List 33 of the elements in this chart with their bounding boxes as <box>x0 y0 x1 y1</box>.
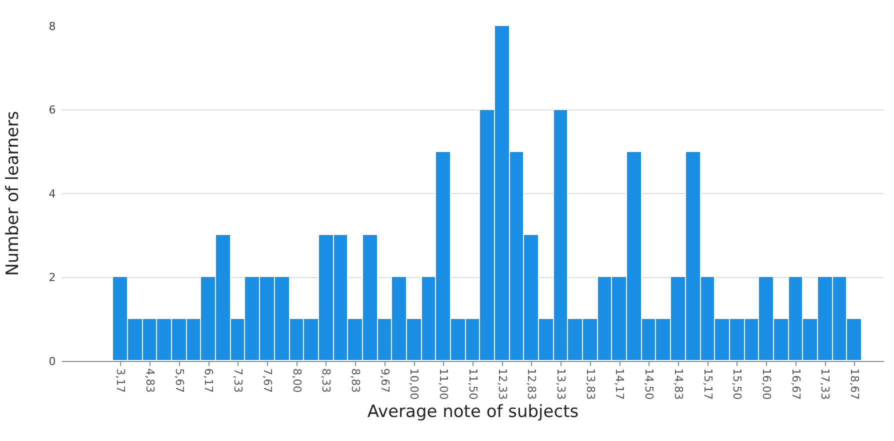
y-tick-label: 8 <box>48 20 56 33</box>
x-tick-label: 8,83 <box>348 368 362 393</box>
x-tick-label: 15,50 <box>730 368 744 400</box>
x-tick-label: 11,00 <box>437 368 450 400</box>
x-tick-label: 8,33 <box>320 368 333 393</box>
x-tick-label: 15,17 <box>701 368 714 400</box>
x-axis-title: Average note of subjects <box>367 402 579 422</box>
x-tick-label: 14,50 <box>642 368 656 400</box>
x-tick-label: 16,00 <box>760 368 773 400</box>
x-tick-label: 10,00 <box>408 368 421 400</box>
y-axis-title: Number of learners <box>3 110 23 276</box>
x-tick-label: 18,67 <box>848 368 862 400</box>
x-tick-label: 13,33 <box>554 368 568 400</box>
y-tick-label: 0 <box>48 354 56 368</box>
x-tick-label: 12,83 <box>525 368 538 400</box>
x-tick-label: 7,33 <box>232 368 245 393</box>
x-tick-label: 9,67 <box>378 368 392 393</box>
x-tick-label: 13,83 <box>584 368 597 400</box>
x-tick-label: 11,50 <box>466 368 480 400</box>
x-tick-label: 14,17 <box>613 368 626 400</box>
y-tick-label: 4 <box>48 187 56 200</box>
x-tick-label: 6,17 <box>202 368 216 393</box>
x-tick-label: 7,67 <box>260 368 274 393</box>
x-tick-label: 12,33 <box>496 368 509 400</box>
x-tick-label: 16,67 <box>789 368 802 400</box>
y-tick-label: 2 <box>48 271 56 284</box>
y-tick-label: 6 <box>48 104 56 117</box>
x-tick-label: 17,33 <box>818 368 832 400</box>
x-tick-label: 3,17 <box>114 368 128 393</box>
x-tick-label: 5,67 <box>172 368 186 393</box>
x-tick-label: 8,00 <box>290 368 304 393</box>
x-tick-label: 14,83 <box>672 368 685 400</box>
x-tick-label: 4,83 <box>143 368 156 393</box>
